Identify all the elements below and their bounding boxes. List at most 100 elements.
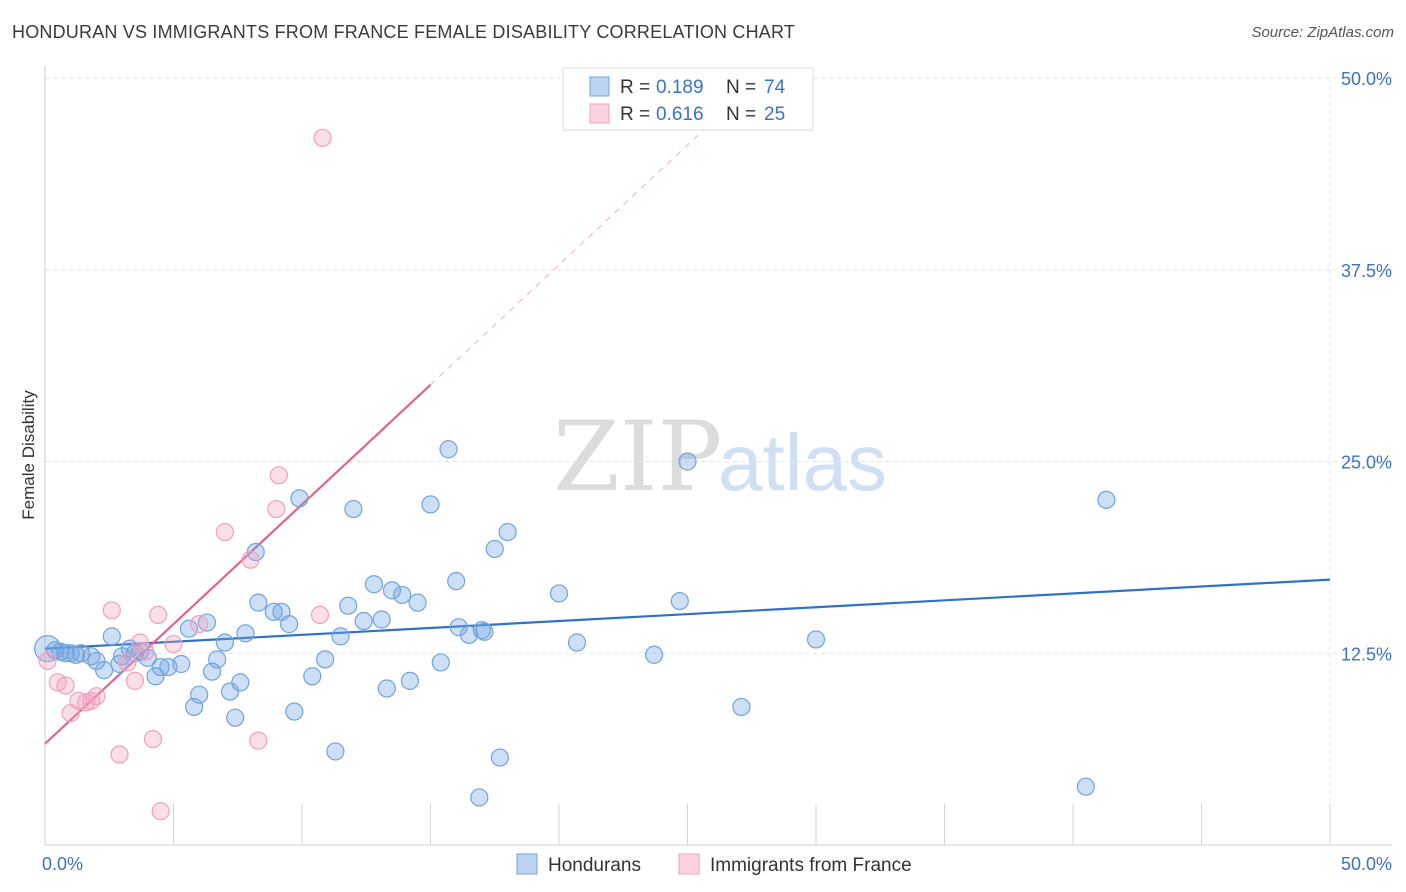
point-hondurans-17 (146, 667, 165, 686)
point-hondurans-61 (475, 622, 494, 641)
point-hondurans-42 (331, 627, 350, 646)
point-france-23 (269, 466, 288, 485)
point-hondurans-53 (421, 495, 440, 514)
grid (45, 77, 1392, 845)
point-france-21 (249, 731, 268, 750)
trend-line-hondurans (44, 578, 1331, 650)
point-france-11 (125, 671, 145, 690)
chart-title: HONDURAN VS IMMIGRANTS FROM FRANCE FEMAL… (12, 22, 796, 42)
point-hondurans-9 (95, 661, 114, 680)
point-france-13 (136, 642, 155, 661)
point-hondurans-38 (290, 489, 309, 508)
legend-n-label-2: N = (726, 104, 756, 125)
point-hondurans-62 (485, 539, 504, 559)
y-tick-label-2: 37.5% (1341, 261, 1392, 281)
trend-lines (44, 120, 1331, 745)
point-france-2 (56, 676, 75, 695)
trend-line-france-extension (430, 120, 714, 386)
watermark-atlas: atlas (718, 418, 887, 507)
legend-n-label-1: N = (726, 77, 756, 98)
point-hondurans-31 (236, 624, 255, 643)
point-hondurans-34 (264, 602, 283, 621)
point-france-9 (110, 745, 129, 764)
point-france-16 (151, 802, 170, 821)
legend-r-value-1: 0.189 (656, 77, 704, 98)
legend-swatch-hondurans (589, 76, 610, 97)
point-france-22 (267, 499, 286, 519)
point-france-25 (313, 128, 332, 147)
source-credit: Source: ZipAtlas.com (1251, 24, 1394, 41)
point-hondurans-23 (190, 685, 209, 704)
point-hondurans-36 (280, 615, 299, 634)
point-hondurans-27 (215, 633, 234, 652)
series-legend: Hondurans Immigrants from France (516, 853, 912, 876)
point-hondurans-52 (408, 593, 427, 612)
point-hondurans-6 (71, 644, 91, 663)
bottom-legend-france: Immigrants from France (710, 855, 912, 876)
point-france-10 (118, 653, 137, 672)
point-france-19 (215, 522, 234, 542)
point-hondurans-43 (339, 596, 358, 615)
point-hondurans-21 (179, 619, 199, 638)
point-hondurans-45 (354, 611, 373, 631)
point-hondurans-55 (439, 440, 458, 459)
legend-n-value-2: 25 (764, 104, 785, 125)
y-tick-label-3: 50.0% (1341, 69, 1392, 89)
point-hondurans-8 (87, 651, 106, 671)
point-hondurans-30 (231, 673, 250, 692)
bottom-legend-swatch-hondurans (516, 853, 538, 875)
point-hondurans-29 (226, 708, 245, 727)
point-france-0 (38, 651, 57, 671)
point-hondurans-18 (151, 657, 170, 677)
point-hondurans-10 (102, 627, 121, 646)
point-france-24 (310, 605, 330, 625)
point-hondurans-54 (431, 653, 450, 672)
point-hondurans-40 (316, 650, 335, 669)
point-france-8 (102, 601, 121, 620)
trend-line-france (44, 383, 432, 745)
point-hondurans-72 (1076, 777, 1095, 796)
point-hondurans-26 (208, 650, 227, 669)
data-points (33, 128, 1116, 821)
point-hondurans-28 (220, 682, 240, 701)
point-hondurans-67 (644, 645, 664, 664)
point-hondurans-48 (377, 679, 396, 698)
point-hondurans-71 (806, 630, 826, 649)
x-tick-label-1: 50.0% (1341, 854, 1392, 874)
bottom-legend-hondurans: Hondurans (548, 855, 641, 876)
point-hondurans-63 (490, 748, 509, 767)
point-hondurans-64 (498, 522, 517, 542)
point-hondurans-59 (470, 788, 489, 807)
point-france-20 (241, 550, 260, 569)
point-france-4 (69, 691, 88, 710)
legend-swatch-france (589, 103, 610, 124)
y-tick-label-0: 12.5% (1341, 644, 1392, 664)
point-hondurans-65 (549, 584, 569, 603)
point-hondurans-70 (732, 697, 751, 717)
point-hondurans-51 (400, 671, 420, 690)
point-france-15 (148, 605, 168, 625)
point-france-12 (130, 633, 150, 652)
point-hondurans-57 (449, 618, 468, 637)
point-hondurans-56 (447, 572, 466, 591)
bottom-legend-swatch-france (678, 853, 700, 875)
point-hondurans-20 (172, 654, 191, 674)
point-hondurans-33 (249, 593, 268, 612)
point-france-7 (87, 687, 106, 706)
point-france-17 (164, 634, 183, 654)
legend-r-value-2: 0.616 (656, 104, 704, 125)
point-hondurans-37 (285, 702, 304, 721)
tick-labels: 12.5% 25.0% 37.5% 50.0% 0.0% 50.0% (42, 69, 1392, 874)
y-tick-label-1: 25.0% (1341, 453, 1392, 473)
legend-r-label-2: R = (620, 104, 650, 125)
point-hondurans-73 (1097, 490, 1116, 509)
point-hondurans-39 (303, 667, 322, 686)
point-hondurans-24 (197, 613, 217, 632)
point-hondurans-69 (678, 452, 697, 471)
watermark-zip: ZIP (553, 401, 722, 513)
point-france-18 (190, 615, 209, 634)
point-hondurans-50 (393, 585, 412, 605)
x-tick-label-0: 0.0% (42, 854, 83, 874)
axes (44, 66, 1392, 846)
